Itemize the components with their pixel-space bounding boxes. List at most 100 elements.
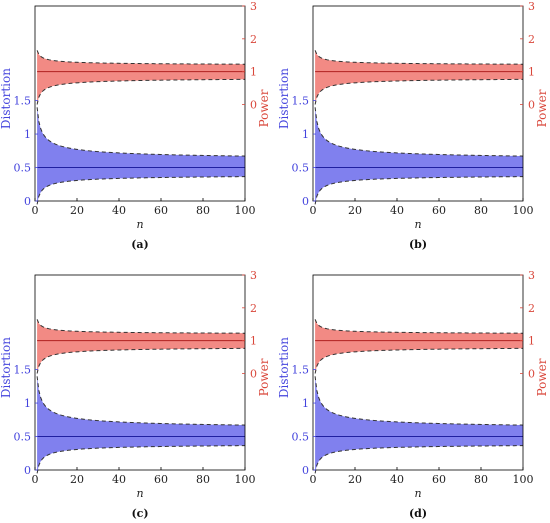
distortion-upper-bound xyxy=(314,376,524,426)
right-tick-label: 2 xyxy=(528,302,535,315)
left-tick-label: 1 xyxy=(24,128,31,141)
left-tick-label: 0 xyxy=(24,195,31,208)
left-tick-label: 1.5 xyxy=(292,364,310,377)
left-tick-label: 0 xyxy=(24,464,31,477)
left-tick-label: 1.5 xyxy=(292,95,310,108)
right-tick-label: 0 xyxy=(528,367,535,380)
x-tick-label: 20 xyxy=(348,204,362,217)
x-tick-label: 80 xyxy=(474,204,488,217)
plot-frame xyxy=(34,274,246,471)
right-tick-label: 2 xyxy=(528,33,535,46)
x-tick-label: 80 xyxy=(196,473,210,486)
right-tick-label: 1 xyxy=(528,66,535,79)
distortion-upper-bound xyxy=(314,107,524,157)
right-axis-label: Power xyxy=(257,89,271,127)
distortion-band xyxy=(37,107,245,205)
distortion-band xyxy=(315,376,523,474)
right-tick-label: 3 xyxy=(250,269,257,282)
x-tick-label: 0 xyxy=(310,473,317,486)
left-tick-label: 0 xyxy=(302,195,309,208)
distortion-band xyxy=(315,107,523,205)
right-tick-label: 1 xyxy=(250,66,257,79)
power-upper-bound xyxy=(314,50,524,65)
plot-frame xyxy=(312,5,524,202)
panel-label: (a) xyxy=(131,238,149,251)
x-axis-label: n xyxy=(136,218,143,231)
x-tick-label: 100 xyxy=(235,204,256,217)
power-lower-bound xyxy=(36,347,246,374)
x-tick-label: 60 xyxy=(432,473,446,486)
x-tick-label: 60 xyxy=(154,204,168,217)
right-tick-label: 2 xyxy=(250,302,257,315)
right-tick-label: 2 xyxy=(250,33,257,46)
distortion-band xyxy=(37,376,245,474)
power-band xyxy=(37,319,245,374)
power-band xyxy=(315,50,523,105)
power-lower-bound xyxy=(314,347,524,374)
right-tick-label: 3 xyxy=(528,269,535,282)
plot-frame xyxy=(34,5,246,202)
x-tick-label: 0 xyxy=(32,473,39,486)
power-lower-bound xyxy=(36,78,246,105)
right-tick-label: 0 xyxy=(250,98,257,111)
power-lower-bound xyxy=(314,78,524,105)
distortion-lower-bound xyxy=(314,445,524,474)
left-tick-label: 1 xyxy=(302,128,309,141)
x-tick-label: 40 xyxy=(390,473,404,486)
x-tick-label: 100 xyxy=(235,473,256,486)
x-tick-label: 60 xyxy=(432,204,446,217)
power-upper-bound xyxy=(314,319,524,334)
left-axis-label: Distortion xyxy=(277,68,291,129)
right-axis-label: Power xyxy=(257,358,271,396)
right-tick-label: 0 xyxy=(250,367,257,380)
x-tick-label: 100 xyxy=(513,204,534,217)
x-tick-label: 40 xyxy=(390,204,404,217)
left-tick-label: 0.5 xyxy=(14,162,32,175)
left-tick-label: 0 xyxy=(302,464,309,477)
power-band xyxy=(37,50,245,105)
power-upper-bound xyxy=(36,319,246,334)
x-tick-label: 20 xyxy=(348,473,362,486)
right-tick-label: 3 xyxy=(250,0,257,13)
right-axis-label: Power xyxy=(535,89,549,127)
x-axis-label: n xyxy=(414,218,421,231)
x-tick-label: 80 xyxy=(474,473,488,486)
left-tick-label: 1.5 xyxy=(14,364,32,377)
x-tick-label: 80 xyxy=(196,204,210,217)
left-tick-label: 1 xyxy=(24,397,31,410)
x-tick-label: 0 xyxy=(310,204,317,217)
distortion-upper-bound xyxy=(36,376,246,426)
x-tick-label: 60 xyxy=(154,473,168,486)
right-tick-label: 0 xyxy=(528,98,535,111)
distortion-upper-bound xyxy=(36,107,246,157)
right-axis-label: Power xyxy=(535,358,549,396)
power-band xyxy=(315,319,523,374)
distortion-lower-bound xyxy=(314,176,524,205)
left-tick-label: 1 xyxy=(302,397,309,410)
x-tick-label: 40 xyxy=(112,204,126,217)
x-tick-label: 40 xyxy=(112,473,126,486)
x-tick-label: 20 xyxy=(70,473,84,486)
right-tick-label: 3 xyxy=(528,0,535,13)
right-tick-label: 1 xyxy=(528,335,535,348)
x-axis-label: n xyxy=(414,487,421,500)
left-tick-label: 0.5 xyxy=(292,162,310,175)
x-tick-label: 100 xyxy=(513,473,534,486)
power-upper-bound xyxy=(36,50,246,65)
panel-label: (c) xyxy=(131,507,148,519)
distortion-lower-bound xyxy=(36,445,246,474)
left-tick-label: 0.5 xyxy=(14,431,32,444)
panel-label: (b) xyxy=(409,238,427,251)
left-tick-label: 1.5 xyxy=(14,95,32,108)
plot-frame xyxy=(312,274,524,471)
right-tick-label: 1 xyxy=(250,335,257,348)
distortion-lower-bound xyxy=(36,176,246,205)
panel-label: (d) xyxy=(409,507,427,519)
x-tick-label: 20 xyxy=(70,204,84,217)
